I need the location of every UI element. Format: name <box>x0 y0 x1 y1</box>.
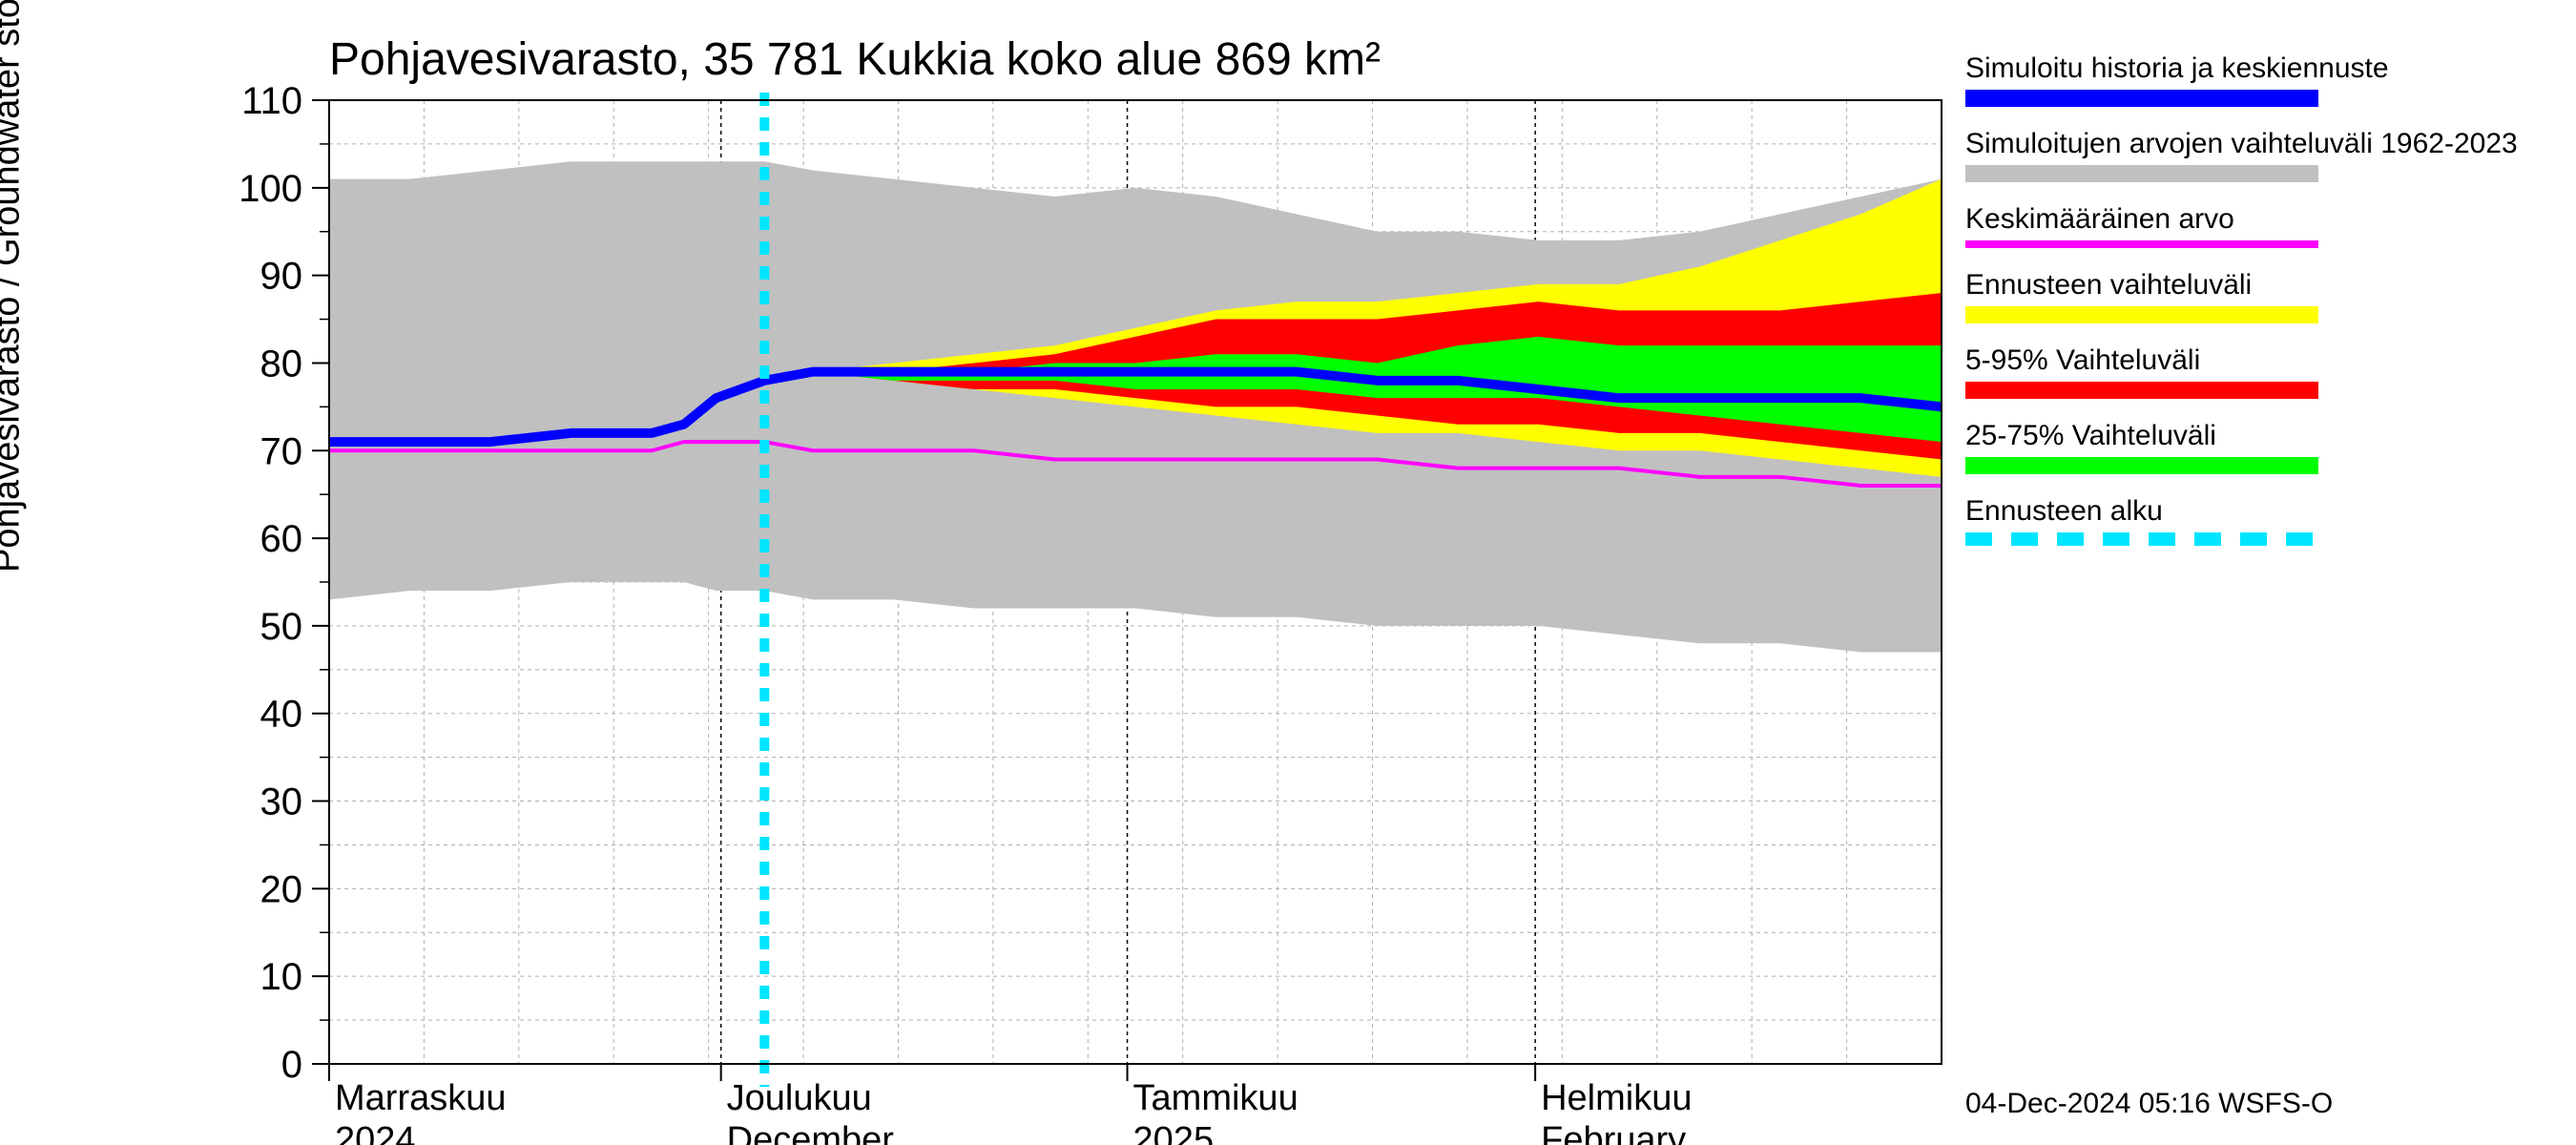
legend: Simuloitu historia ja keskiennuste Simulo… <box>1965 52 2557 567</box>
legend-item: 25-75% Vaihteluväli <box>1965 420 2557 474</box>
svg-text:100: 100 <box>239 168 302 210</box>
legend-swatch <box>1965 240 2318 248</box>
svg-text:110: 110 <box>241 80 302 122</box>
legend-swatch <box>1965 165 2318 182</box>
svg-text:60: 60 <box>260 518 303 560</box>
legend-item: Ennusteen alku <box>1965 495 2557 546</box>
legend-item: 5-95% Vaihteluväli <box>1965 344 2557 399</box>
legend-label: Ennusteen vaihteluväli <box>1965 269 2557 301</box>
svg-text:10: 10 <box>260 956 303 998</box>
legend-swatch <box>1965 382 2318 399</box>
svg-text:30: 30 <box>260 781 303 823</box>
svg-text:Marraskuu: Marraskuu <box>335 1078 507 1118</box>
legend-swatch <box>1965 306 2318 323</box>
legend-swatch <box>1965 532 2318 546</box>
legend-label: 25-75% Vaihteluväli <box>1965 420 2557 451</box>
legend-label: Simuloitujen arvojen vaihteluväli 1962-2… <box>1965 128 2557 159</box>
svg-text:Helmikuu: Helmikuu <box>1541 1078 1692 1118</box>
footer-timestamp: 04-Dec-2024 05:16 WSFS-O <box>1965 1088 2333 1120</box>
svg-text:February: February <box>1541 1120 1686 1145</box>
chart-title: Pohjavesivarasto, 35 781 Kukkia koko alu… <box>329 33 1381 86</box>
legend-label: Simuloitu historia ja keskiennuste <box>1965 52 2557 84</box>
legend-label: Keskimääräinen arvo <box>1965 203 2557 235</box>
groundwater-chart: Pohjavesivarasto, 35 781 Kukkia koko alu… <box>0 0 2576 1145</box>
svg-text:70: 70 <box>260 430 303 472</box>
svg-text:80: 80 <box>260 343 303 385</box>
svg-text:90: 90 <box>260 256 303 298</box>
svg-text:40: 40 <box>260 694 303 736</box>
legend-swatch <box>1965 457 2318 474</box>
legend-item: Ennusteen vaihteluväli <box>1965 269 2557 323</box>
svg-text:Joulukuu: Joulukuu <box>727 1078 872 1118</box>
legend-item: Simuloitujen arvojen vaihteluväli 1962-2… <box>1965 128 2557 182</box>
svg-text:20: 20 <box>260 868 303 910</box>
legend-swatch <box>1965 90 2318 107</box>
legend-item: Keskimääräinen arvo <box>1965 203 2557 248</box>
svg-text:0: 0 <box>281 1044 302 1086</box>
legend-label: 5-95% Vaihteluväli <box>1965 344 2557 376</box>
legend-label: Ennusteen alku <box>1965 495 2557 527</box>
legend-item: Simuloitu historia ja keskiennuste <box>1965 52 2557 107</box>
svg-text:December: December <box>727 1120 895 1145</box>
svg-text:2024: 2024 <box>335 1120 416 1145</box>
y-axis-label: Pohjavesivarasto / Groundwater storage m… <box>0 0 29 572</box>
svg-text:Tammikuu: Tammikuu <box>1133 1078 1298 1118</box>
svg-text:50: 50 <box>260 606 303 648</box>
svg-text:2025: 2025 <box>1133 1120 1215 1145</box>
